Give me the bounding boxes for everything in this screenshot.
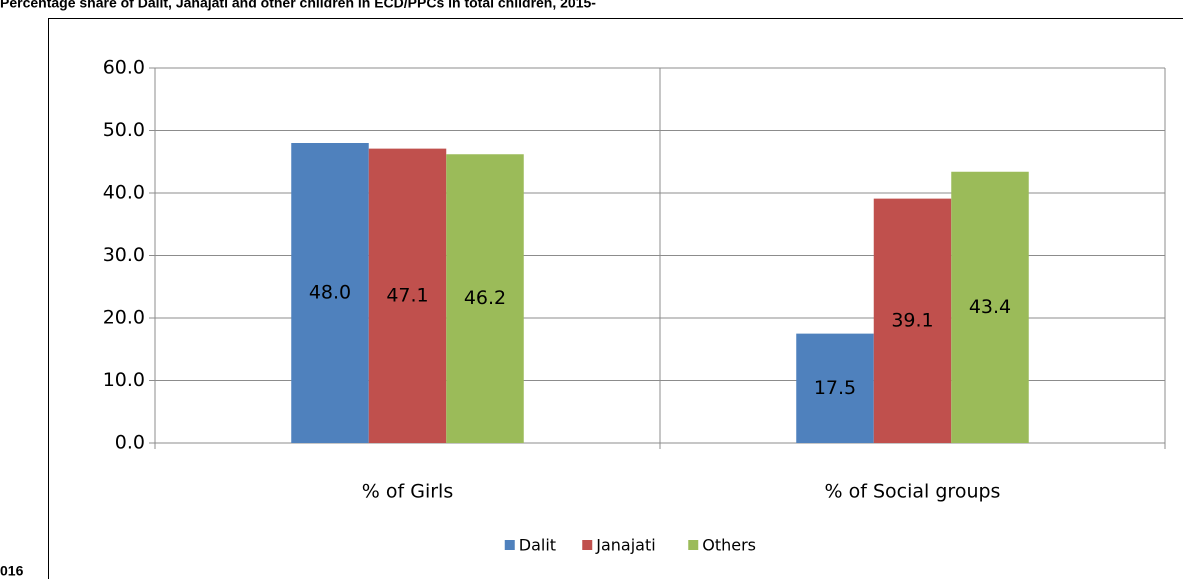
legend-swatch: [688, 540, 699, 550]
bar: [446, 154, 524, 443]
y-tick-label: 10.0: [103, 369, 145, 391]
bar: [873, 198, 952, 443]
chart-title: Percentage share of Dalit, Janajati and …: [0, 0, 596, 11]
y-tick-label: 50.0: [103, 119, 145, 141]
data-label: 17.5: [814, 377, 856, 399]
legend-label: Janajati: [595, 536, 655, 555]
x-tick-label: % of Girls: [362, 481, 453, 503]
y-tick-label: 30.0: [103, 244, 145, 266]
x-tick-label: % of Social groups: [825, 481, 1001, 503]
bar: [951, 171, 1029, 443]
bar: [291, 143, 369, 443]
bar: [368, 148, 447, 443]
data-label: 47.1: [386, 284, 428, 306]
chart-border: [48, 18, 1183, 579]
legend-swatch: [504, 540, 515, 550]
data-label: 46.2: [464, 287, 506, 309]
bar: [796, 333, 874, 443]
chart-title-continuation: 016: [0, 563, 24, 579]
data-label: 39.1: [891, 309, 933, 331]
y-tick-label: 40.0: [103, 182, 145, 204]
y-tick-label: 60.0: [103, 57, 145, 79]
y-tick-label: 0.0: [115, 432, 145, 454]
legend-label: Others: [702, 536, 756, 555]
legend-swatch: [582, 540, 593, 550]
legend-label: Dalit: [519, 536, 556, 555]
data-label: 48.0: [309, 282, 351, 304]
y-tick-label: 20.0: [103, 307, 145, 329]
data-label: 43.4: [969, 296, 1011, 318]
